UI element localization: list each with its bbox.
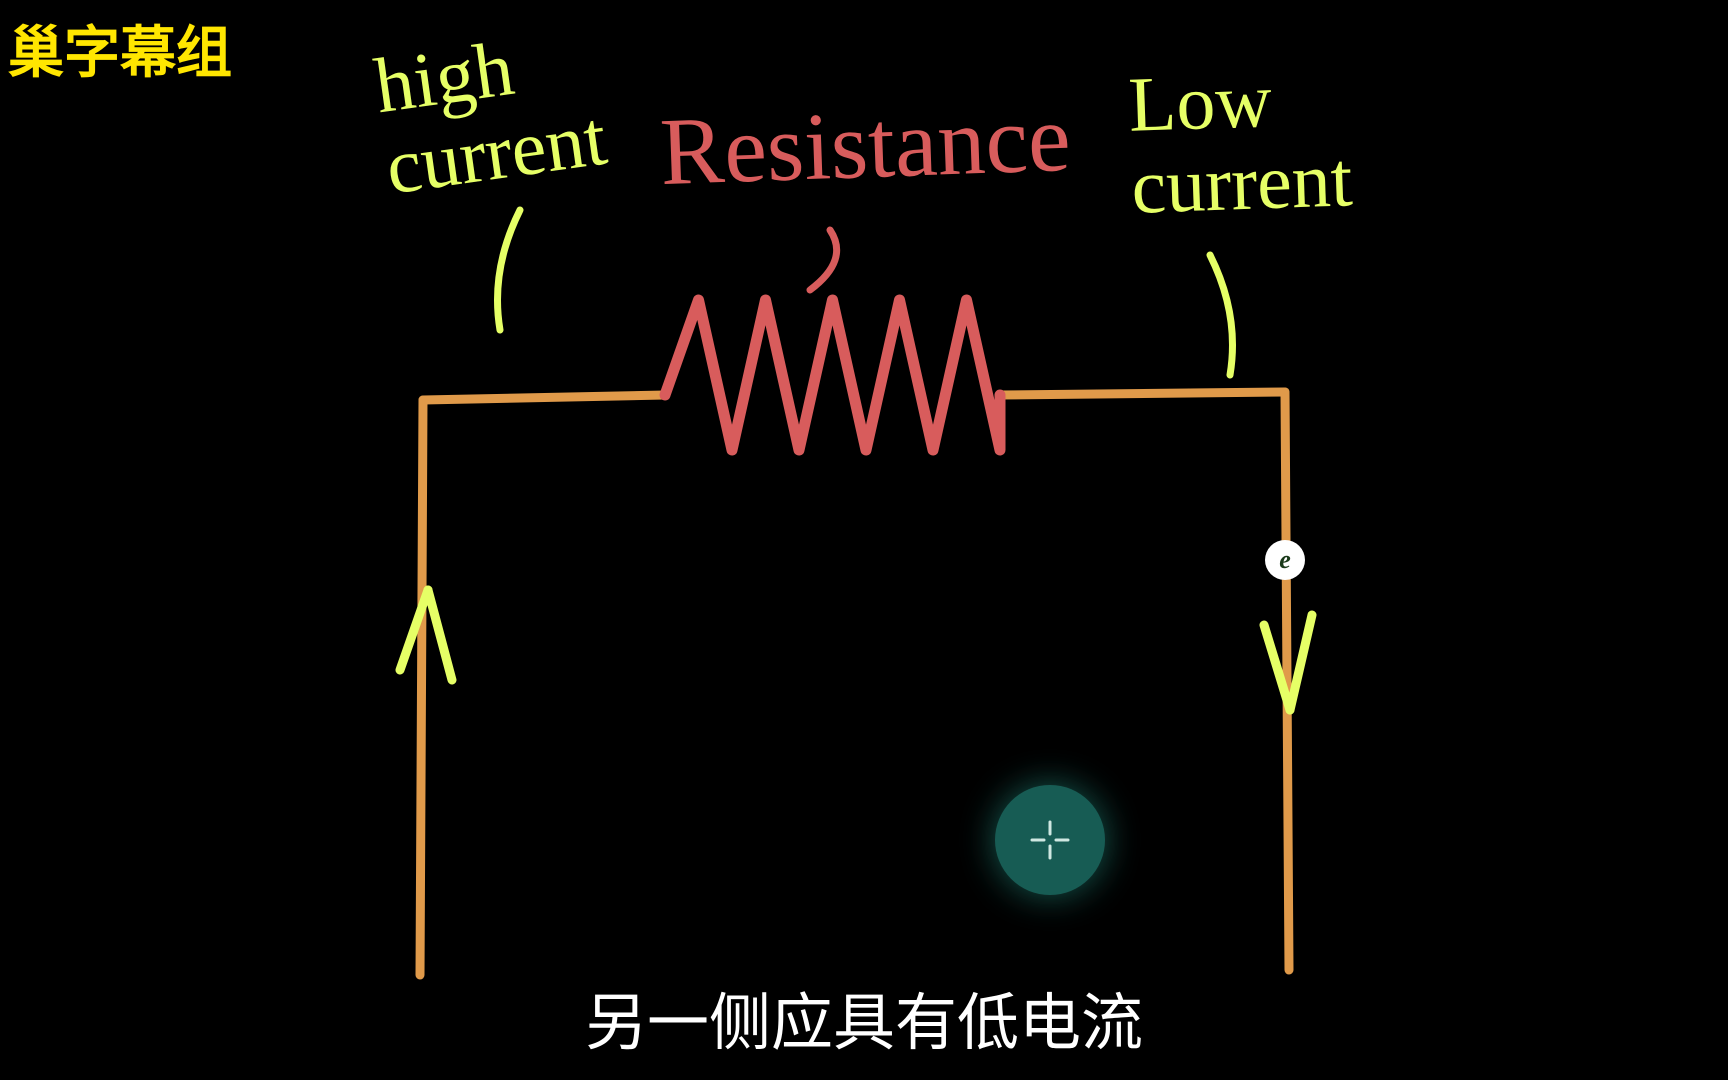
watermark-text: 巢字幕组	[8, 8, 232, 89]
label-high-current: high current	[370, 15, 612, 208]
electron-particle: e	[1265, 540, 1305, 580]
video-subtitle: 另一侧应具有低电流	[0, 972, 1728, 1062]
label-low-current: Low current	[1127, 56, 1353, 227]
electron-label: e	[1279, 545, 1291, 575]
label-resistance: Resistance	[658, 88, 1072, 203]
